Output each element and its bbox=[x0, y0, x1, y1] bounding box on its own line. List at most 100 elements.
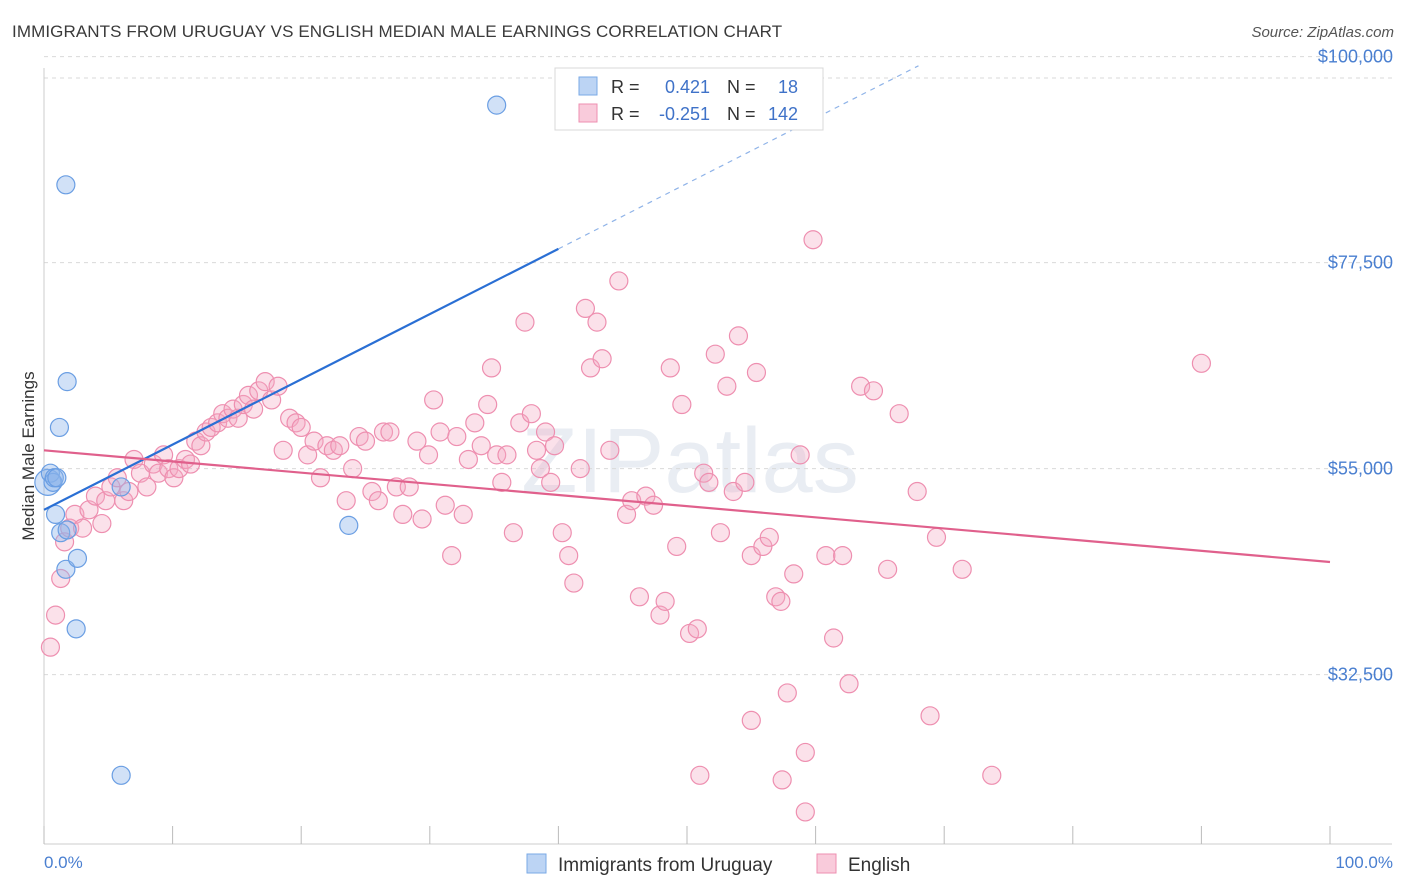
uruguay-point bbox=[56, 175, 76, 195]
english-point bbox=[600, 440, 620, 460]
x-tick-label-max: 100.0% bbox=[1335, 853, 1393, 872]
y-axis-label: Median Male Earnings bbox=[19, 371, 38, 540]
english-point bbox=[839, 674, 859, 694]
uruguay-point bbox=[111, 477, 131, 497]
english-point bbox=[465, 413, 485, 433]
english-point bbox=[587, 312, 607, 332]
bottom-legend-english: English bbox=[848, 855, 910, 876]
english-point bbox=[430, 422, 450, 442]
english-point bbox=[816, 545, 836, 566]
english-point bbox=[694, 463, 714, 483]
y-tick-label: $32,500 bbox=[1328, 665, 1393, 685]
english-point bbox=[418, 445, 439, 465]
legend-r-value-1: -0.251 bbox=[659, 104, 710, 124]
english-trend-line bbox=[43, 449, 1331, 564]
english-point bbox=[705, 344, 725, 364]
english-point bbox=[393, 504, 413, 525]
english-points bbox=[40, 230, 1212, 822]
english-point bbox=[629, 587, 650, 607]
english-point bbox=[1191, 353, 1212, 373]
english-point bbox=[824, 628, 844, 648]
english-point bbox=[655, 591, 675, 611]
uruguay-point bbox=[45, 504, 66, 525]
english-point bbox=[471, 436, 491, 456]
gridlines bbox=[44, 56, 1392, 676]
uruguay-point bbox=[57, 520, 77, 540]
english-point bbox=[667, 536, 687, 557]
bottom-legend: Immigrants from Uruguay English bbox=[526, 853, 910, 876]
english-point bbox=[92, 513, 112, 534]
english-point bbox=[777, 683, 797, 703]
english-point bbox=[772, 770, 792, 790]
uruguay-point bbox=[47, 468, 67, 488]
english-point bbox=[72, 518, 93, 538]
bottom-legend-uruguay: Immigrants from Uruguay bbox=[558, 855, 773, 876]
english-point bbox=[687, 619, 707, 639]
bottom-legend-swatch-english bbox=[816, 853, 837, 874]
english-point bbox=[544, 436, 565, 456]
correlation-legend: R = 0.421 N = 18 R = -0.251 N = 142 bbox=[554, 67, 824, 131]
uruguay-trend-line bbox=[43, 247, 559, 511]
uruguay-trend-extension bbox=[558, 65, 919, 250]
chart-title: IMMIGRANTS FROM URUGUAY VS ENGLISH MEDIA… bbox=[12, 22, 783, 41]
english-point bbox=[435, 495, 455, 515]
english-point bbox=[952, 559, 972, 579]
x-ticks bbox=[43, 826, 1331, 844]
english-point bbox=[790, 445, 810, 465]
uruguay-point bbox=[487, 95, 507, 115]
english-point bbox=[672, 394, 692, 415]
uruguay-point bbox=[49, 417, 70, 438]
english-point bbox=[137, 477, 157, 497]
english-point bbox=[889, 404, 909, 424]
legend-n-value-1: 142 bbox=[768, 104, 798, 124]
english-point bbox=[273, 440, 293, 460]
english-point bbox=[559, 545, 579, 566]
bottom-legend-swatch-uruguay bbox=[526, 853, 547, 874]
english-point bbox=[368, 491, 388, 511]
english-point bbox=[863, 381, 884, 401]
legend-swatch-pink bbox=[578, 103, 598, 123]
english-point bbox=[45, 605, 66, 625]
english-point bbox=[447, 426, 467, 447]
english-point bbox=[535, 422, 556, 442]
legend-n-value-0: 18 bbox=[778, 77, 798, 97]
english-point bbox=[526, 440, 547, 460]
uruguay-point bbox=[339, 515, 359, 535]
y-tick-label: $100,000 bbox=[1318, 47, 1393, 67]
y-tick-labels: $100,000 $77,500 $55,000 $32,500 bbox=[1318, 47, 1393, 685]
english-point bbox=[424, 390, 444, 410]
english-point bbox=[741, 710, 761, 731]
english-point bbox=[355, 431, 376, 451]
english-point bbox=[575, 298, 596, 318]
english-point bbox=[291, 417, 311, 438]
english-point bbox=[643, 495, 664, 515]
english-point bbox=[771, 591, 791, 611]
english-point bbox=[51, 568, 71, 589]
english-point bbox=[85, 486, 106, 506]
english-point bbox=[592, 349, 612, 369]
watermark: ZIPatlas bbox=[521, 410, 858, 512]
english-point bbox=[380, 422, 400, 442]
english-point bbox=[478, 394, 498, 415]
english-point bbox=[336, 491, 356, 511]
english-point bbox=[982, 765, 1002, 785]
english-point bbox=[735, 472, 755, 492]
english-point bbox=[552, 523, 572, 543]
english-point bbox=[343, 459, 363, 479]
english-point bbox=[609, 271, 629, 291]
english-point bbox=[541, 472, 561, 492]
english-point bbox=[717, 376, 737, 396]
legend-n-label-1: N = bbox=[727, 104, 756, 124]
english-point bbox=[660, 358, 680, 378]
legend-box bbox=[554, 67, 824, 131]
english-point bbox=[795, 742, 815, 763]
english-point bbox=[453, 504, 473, 525]
english-point bbox=[699, 472, 719, 492]
english-point bbox=[310, 468, 331, 488]
legend-n-label-0: N = bbox=[727, 77, 756, 97]
english-point bbox=[530, 459, 550, 479]
uruguay-point bbox=[111, 765, 131, 785]
english-point bbox=[690, 765, 710, 785]
source-label: Source: ZipAtlas.com bbox=[1251, 24, 1394, 41]
